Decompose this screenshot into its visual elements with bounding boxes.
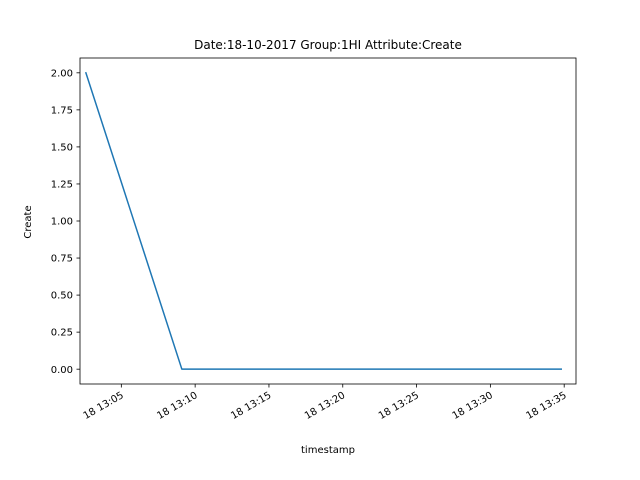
- y-axis: 0.00 0.25 0.50 0.75 1.00 1.25 1.50 1.75 2.00: [51, 68, 80, 376]
- x-axis-label: timestamp: [301, 445, 355, 456]
- plot-frame: [79, 57, 577, 385]
- x-tick-label: 18 13:05: [82, 390, 126, 422]
- plot-area: [84, 71, 562, 370]
- x-tick-label: 18 13:35: [524, 390, 568, 422]
- x-tick-label: 18 13:10: [155, 390, 199, 422]
- y-tick-label: 1.50: [51, 143, 73, 154]
- y-tick-label: 1.25: [51, 180, 73, 191]
- x-tick-label: 18 13:15: [229, 390, 273, 422]
- y-axis-label: Create: [23, 205, 34, 238]
- x-tick-label: 18 13:25: [377, 390, 421, 422]
- y-tick-label: 0.00: [51, 365, 73, 376]
- x-axis: 18 13:05 18 13:10 18 13:15 18 13:20 18 13:25…: [82, 384, 569, 422]
- x-tick-label: 18 13:20: [303, 390, 347, 422]
- chart-title: Date:18-10-2017 Group:1HI Attribute:Crea…: [194, 38, 462, 52]
- x-tick-label: 18 13:30: [451, 390, 495, 422]
- y-tick-label: 1.75: [51, 105, 73, 116]
- y-tick-label: 0.75: [51, 254, 73, 265]
- y-tick-label: 1.00: [51, 217, 73, 228]
- y-tick-label: 2.00: [51, 68, 73, 79]
- series-line-0: [84, 71, 562, 370]
- y-tick-label: 0.50: [51, 291, 73, 302]
- y-tick-label: 0.25: [51, 328, 73, 339]
